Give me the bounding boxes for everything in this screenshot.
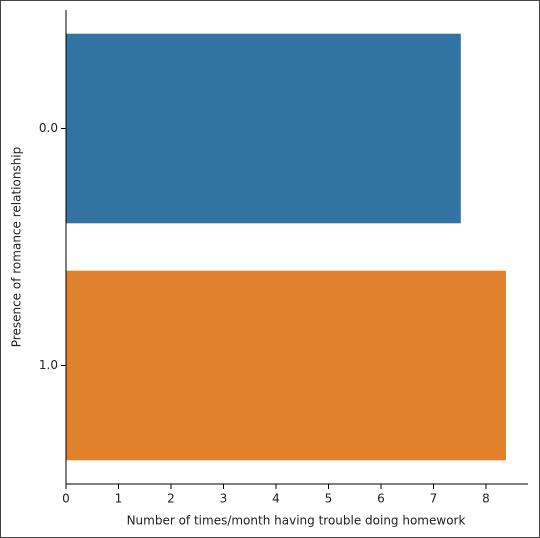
bar xyxy=(66,270,506,461)
bar xyxy=(66,33,461,224)
x-tick-label: 6 xyxy=(377,492,385,506)
y-tick-label: 0.0 xyxy=(39,121,58,135)
x-tick-label: 4 xyxy=(272,492,280,506)
x-tick-label: 8 xyxy=(482,492,490,506)
y-tick-label: 1.0 xyxy=(39,358,58,372)
x-tick-label: 3 xyxy=(220,492,228,506)
x-tick-label: 2 xyxy=(167,492,175,506)
x-axis-label: Number of times/month having trouble doi… xyxy=(127,514,466,528)
x-tick-label: 5 xyxy=(325,492,333,506)
x-tick-label: 0 xyxy=(62,492,70,506)
x-tick-label: 1 xyxy=(115,492,123,506)
x-tick-label: 7 xyxy=(430,492,438,506)
y-axis-label: Presence of romance relationship xyxy=(10,147,24,347)
